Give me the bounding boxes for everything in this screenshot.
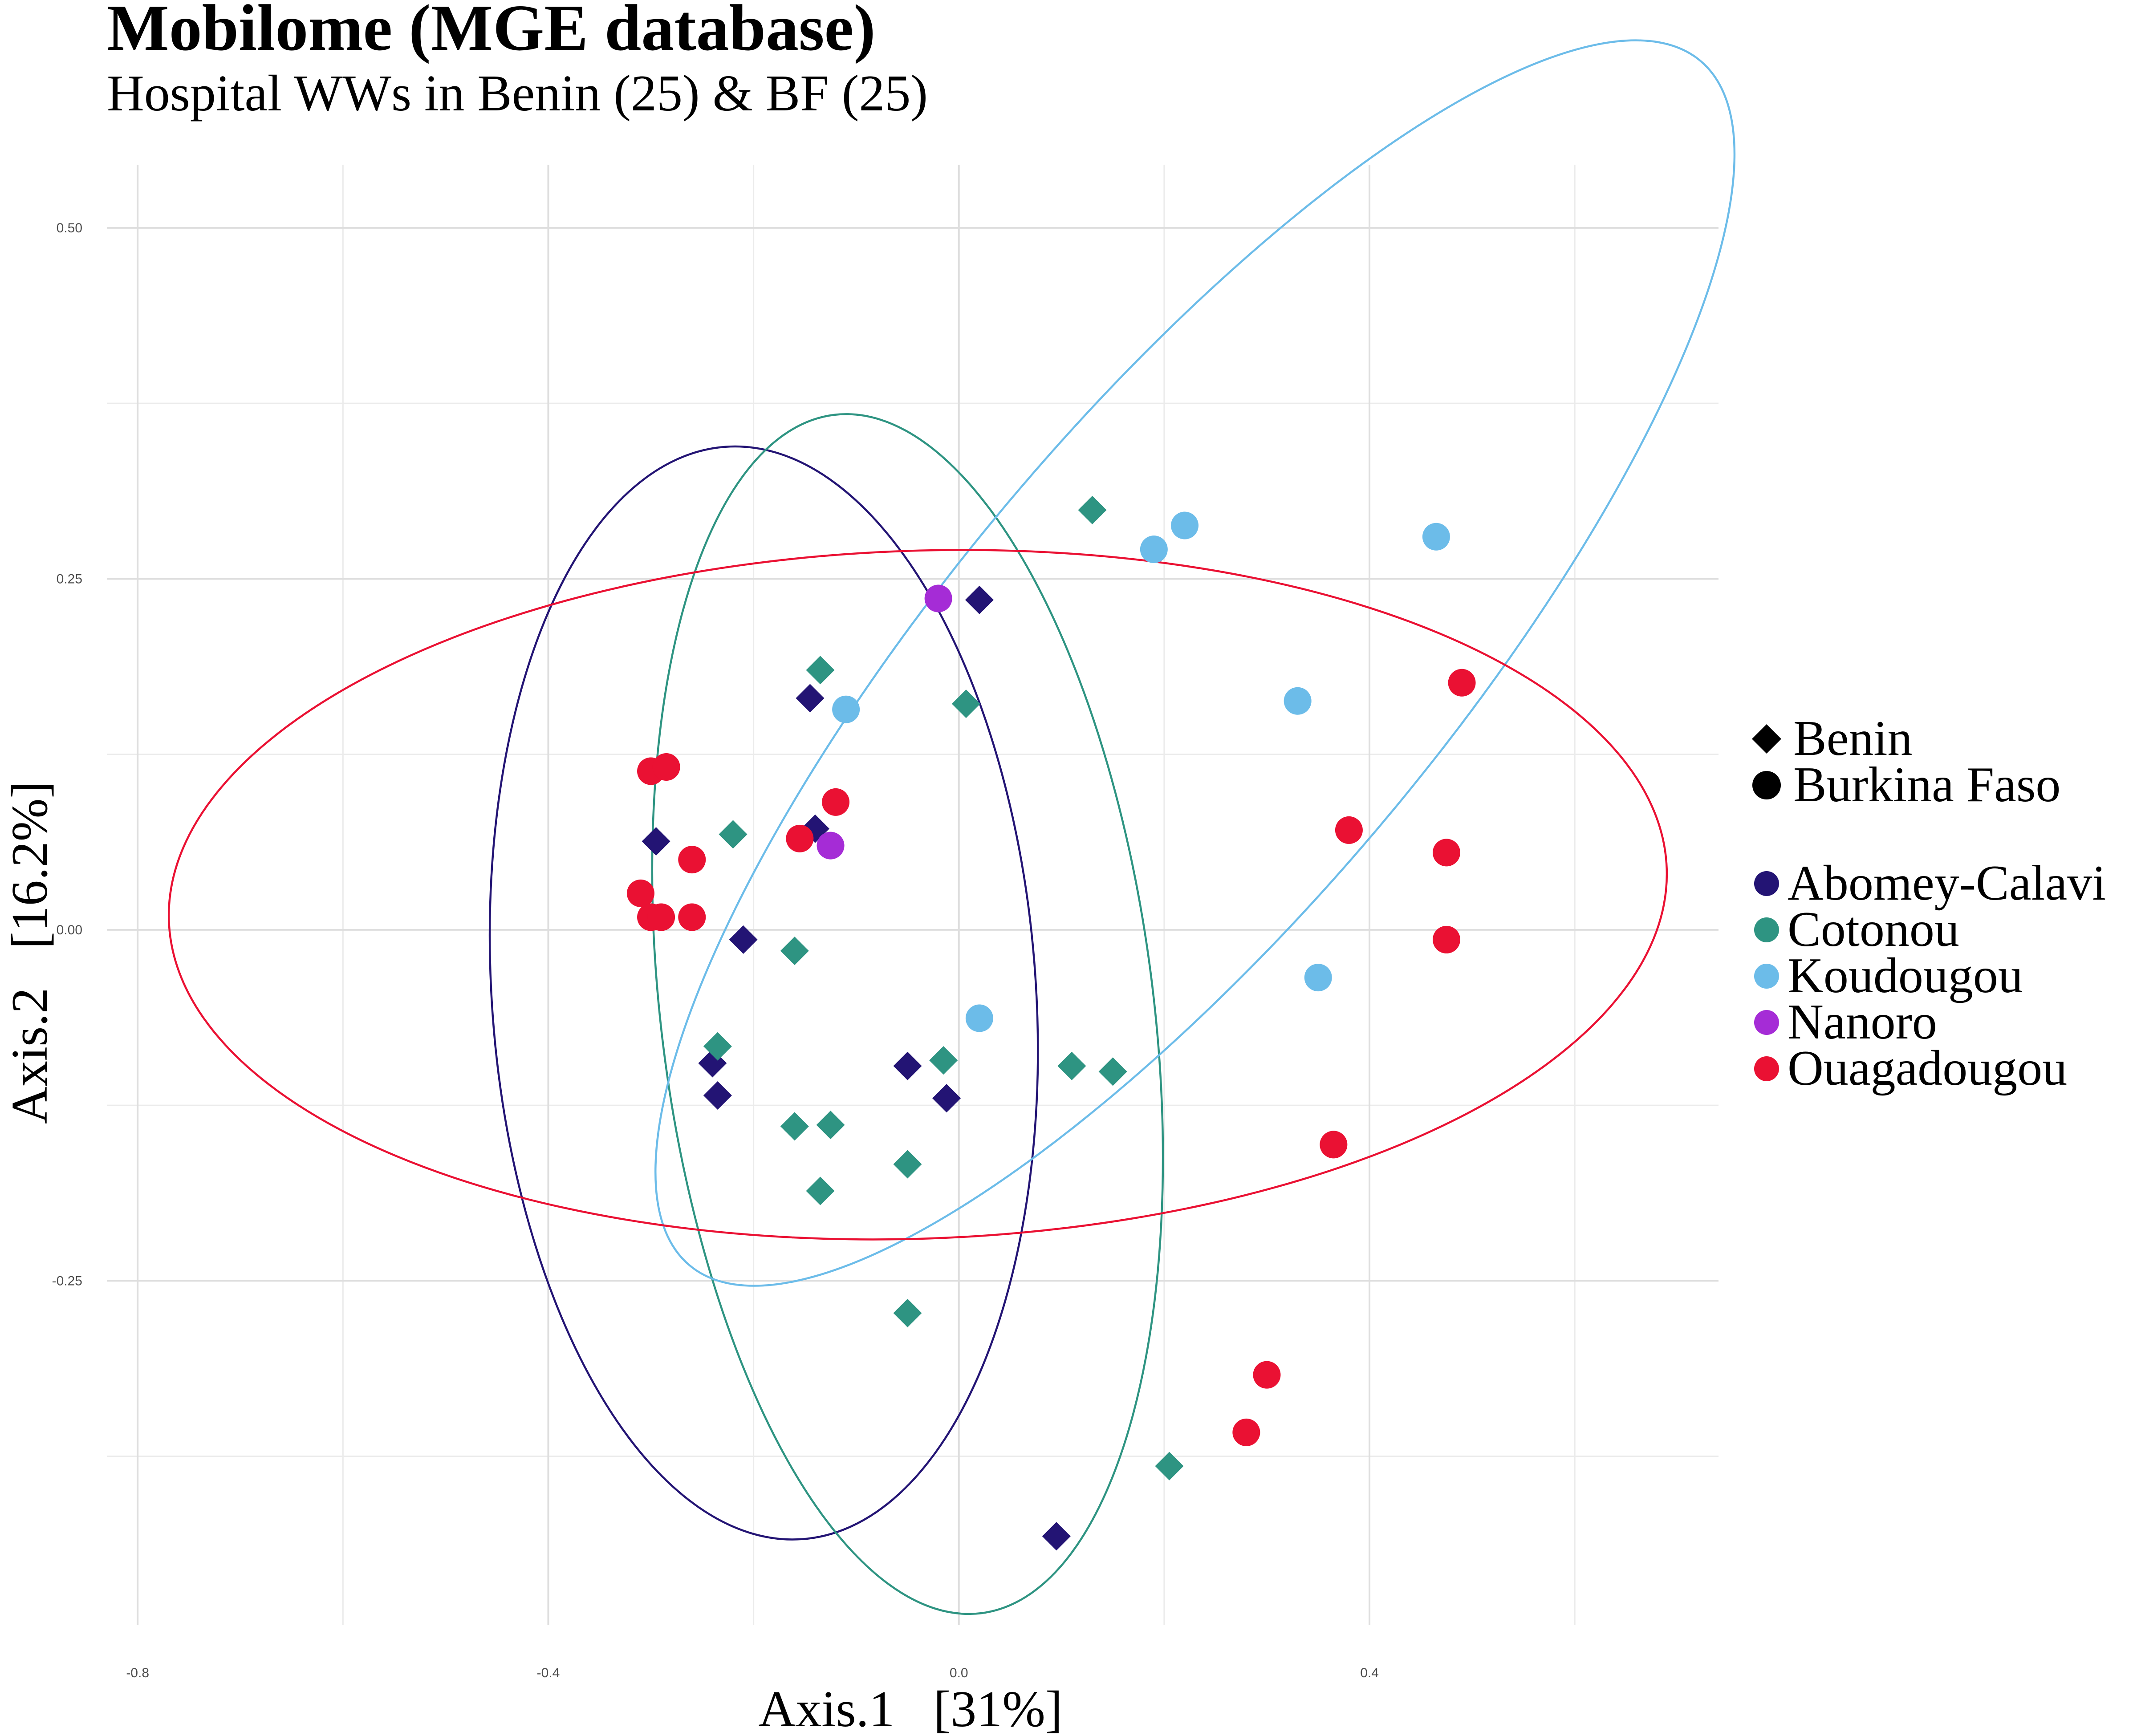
- y-tick-label: 0.25: [57, 572, 82, 586]
- legend-label-ouagadougou: Ouagadougou: [1788, 1041, 2067, 1096]
- point-ouagadougou: [822, 788, 850, 816]
- series-cotonou: [703, 495, 1184, 1480]
- point-ouagadougou: [647, 903, 675, 931]
- point-ouagadougou: [1432, 925, 1460, 953]
- point-ouagadougou: [678, 846, 706, 874]
- series-nanoro: [817, 584, 952, 860]
- point-koudougou: [965, 1004, 993, 1032]
- point-cotonou: [1078, 495, 1107, 524]
- legend-key-koudougou: [1754, 964, 1779, 989]
- x-tick-label: -0.4: [537, 1666, 560, 1680]
- tick-labels: -0.8 -0.4 0.0 0.4 -0.25 0.00 0.25 0.50: [52, 221, 1379, 1680]
- plot-panel: -0.8 -0.4 0.0 0.4 -0.25 0.00 0.25 0.50: [52, 39, 1736, 1680]
- point-cotonou: [1098, 1057, 1127, 1086]
- point-ouagadougou: [1320, 1131, 1348, 1159]
- series-koudougou: [832, 511, 1450, 1032]
- point-abomey-calavi: [965, 585, 994, 614]
- point-abomey-calavi: [893, 1051, 922, 1080]
- series-abomey-calavi: [642, 585, 1071, 1551]
- point-koudougou: [1140, 535, 1168, 564]
- point-cotonou: [893, 1150, 922, 1179]
- point-ouagadougou: [678, 903, 706, 931]
- point-ouagadougou: [1335, 816, 1363, 844]
- series-ouagadougou: [626, 669, 1476, 1446]
- point-cotonou: [816, 1111, 845, 1140]
- point-koudougou: [832, 695, 860, 723]
- point-abomey-calavi: [932, 1084, 961, 1113]
- point-koudougou: [1304, 964, 1332, 992]
- color-legend: Abomey-CalaviCotonouKoudougouNanoroOuaga…: [1754, 856, 2106, 1096]
- legend-diamond-key: [1752, 724, 1781, 754]
- point-cotonou: [719, 820, 748, 849]
- legend-label-benin: Benin: [1793, 711, 1913, 766]
- x-tick-label: 0.4: [1360, 1666, 1379, 1680]
- grid-layer: [107, 165, 1719, 1625]
- ellipse-cotonou: [651, 413, 1164, 1615]
- ellipse-koudougou: [654, 39, 1736, 1287]
- point-ouagadougou: [652, 753, 680, 781]
- point-koudougou: [1284, 687, 1312, 715]
- ellipse-abomey-calavi: [488, 445, 1039, 1541]
- point-ouagadougou: [1232, 1418, 1260, 1446]
- ellipse-ouagadougou: [167, 549, 1668, 1241]
- x-tick-label: 0.0: [950, 1666, 968, 1680]
- legend-key-nanoro: [1754, 1010, 1779, 1035]
- x-axis-title: Axis.1 [31%]: [758, 1681, 1062, 1736]
- y-tick-label: -0.25: [52, 1274, 82, 1288]
- point-cotonou: [780, 937, 809, 965]
- legend-key-ouagadougou: [1754, 1056, 1779, 1081]
- legend-label-cotonou: Cotonou: [1788, 902, 1959, 957]
- chart-title: Mobilome (MGE database): [107, 0, 876, 65]
- point-abomey-calavi: [642, 827, 670, 856]
- point-abomey-calavi: [1042, 1522, 1071, 1551]
- point-cotonou: [703, 1032, 732, 1061]
- point-abomey-calavi: [729, 925, 758, 954]
- point-ouagadougou: [1432, 839, 1460, 867]
- point-koudougou: [1422, 523, 1450, 551]
- point-cotonou: [951, 690, 980, 718]
- chart-subtitle: Hospital WWs in Benin (25) & BF (25): [107, 65, 928, 122]
- point-ouagadougou: [786, 824, 814, 852]
- legend-key-cotonou: [1754, 917, 1779, 942]
- y-tick-label: 0.50: [57, 221, 82, 235]
- legend-label-abomey-calavi: Abomey-Calavi: [1788, 856, 2106, 911]
- legend-label-koudougou: Koudougou: [1788, 948, 2023, 1003]
- point-cotonou: [806, 1176, 835, 1205]
- point-koudougou: [1171, 511, 1199, 539]
- point-nanoro: [817, 831, 845, 860]
- point-ouagadougou: [1448, 669, 1476, 697]
- point-cotonou: [1057, 1051, 1086, 1080]
- point-abomey-calavi: [703, 1081, 732, 1110]
- point-cotonou: [806, 656, 835, 685]
- point-layer: [626, 495, 1476, 1551]
- legend-label-nanoro: Nanoro: [1788, 994, 1937, 1050]
- y-axis-title: Axis.2 [16.2%]: [1, 781, 58, 1124]
- y-tick-label: 0.00: [57, 923, 82, 937]
- legend-circle-key: [1752, 771, 1781, 799]
- point-cotonou: [1155, 1452, 1184, 1480]
- point-cotonou: [929, 1046, 958, 1075]
- point-ouagadougou: [1253, 1361, 1281, 1389]
- legend-label-burkina-faso: Burkina Faso: [1793, 757, 2060, 812]
- point-cotonou: [780, 1112, 809, 1141]
- point-ouagadougou: [626, 879, 654, 907]
- legend-key-abomey-calavi: [1754, 871, 1779, 896]
- ellipse-layer: [167, 39, 1736, 1615]
- point-nanoro: [924, 584, 952, 612]
- x-tick-label: -0.8: [126, 1666, 149, 1680]
- point-cotonou: [893, 1298, 922, 1327]
- point-abomey-calavi: [796, 684, 825, 713]
